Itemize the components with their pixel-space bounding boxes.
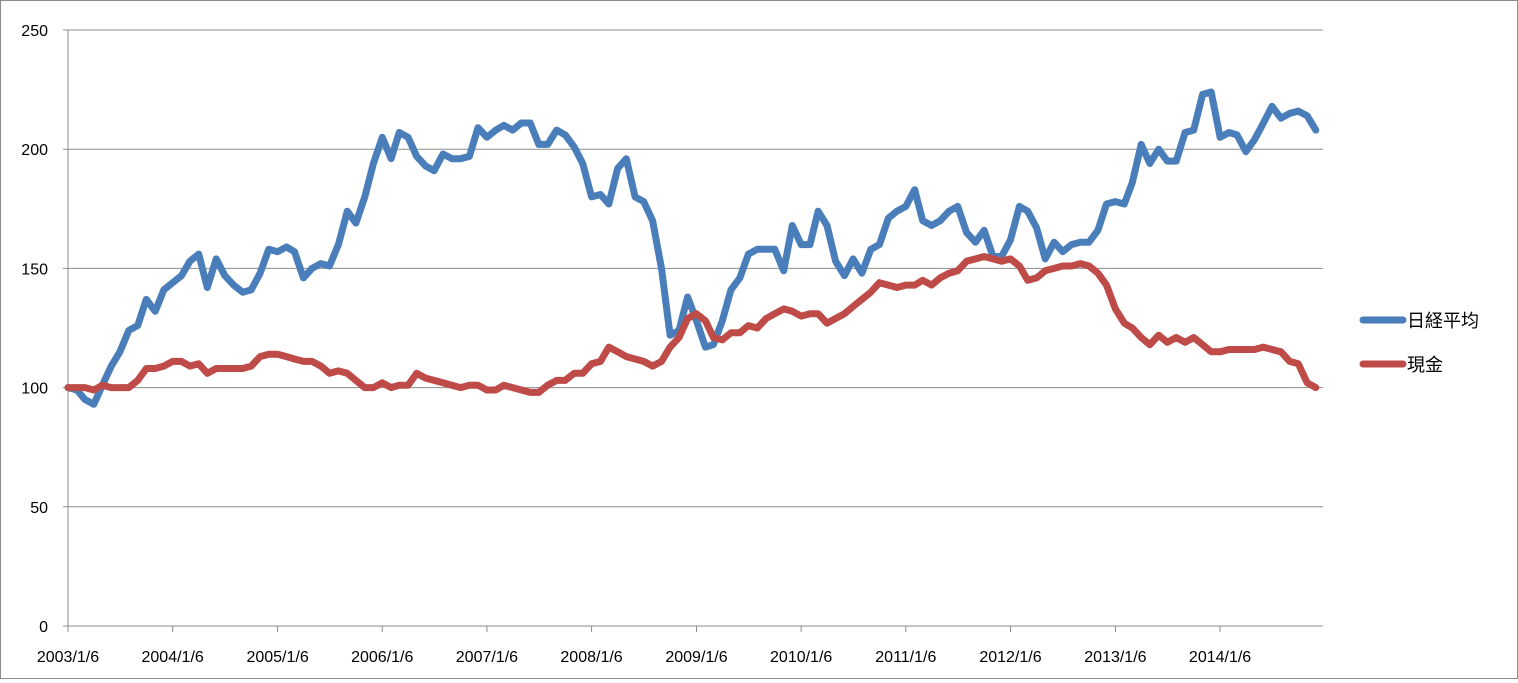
x-tick-label: 2013/1/6 (1084, 649, 1146, 666)
x-tick-label: 2006/1/6 (351, 649, 413, 666)
legend-label-2: 現金 (1407, 355, 1443, 375)
y-tick-label: 100 (21, 381, 48, 398)
x-axis-ticks: 2003/1/6 2004/1/6 2005/1/6 2006/1/6 2007/1/6… (37, 626, 1251, 666)
y-tick-label: 0 (39, 619, 48, 636)
x-tick-label: 2009/1/6 (665, 649, 727, 666)
series-line-2 (64, 253, 1320, 396)
series-lines (64, 88, 1320, 408)
x-tick-label: 2007/1/6 (456, 649, 518, 666)
x-tick-label: 2008/1/6 (560, 649, 622, 666)
gridlines (68, 29, 1323, 508)
x-tick-label: 2010/1/6 (770, 649, 832, 666)
x-tick-label: 2012/1/6 (979, 649, 1041, 666)
legend-label-1: 日経平均 (1407, 311, 1479, 331)
y-tick-label: 250 (21, 23, 48, 40)
y-axis-ticks: 0 50 100 150 200 250 (21, 23, 68, 636)
y-tick-label: 50 (30, 500, 48, 517)
x-tick-label: 2004/1/6 (142, 649, 204, 666)
x-tick-label: 2003/1/6 (37, 649, 99, 666)
x-tick-label: 2014/1/6 (1189, 649, 1251, 666)
y-tick-label: 150 (21, 261, 48, 278)
series-line-1 (64, 88, 1320, 408)
y-tick-label: 200 (21, 142, 48, 159)
x-tick-label: 2005/1/6 (246, 649, 308, 666)
x-tick-label: 2011/1/6 (875, 649, 936, 666)
